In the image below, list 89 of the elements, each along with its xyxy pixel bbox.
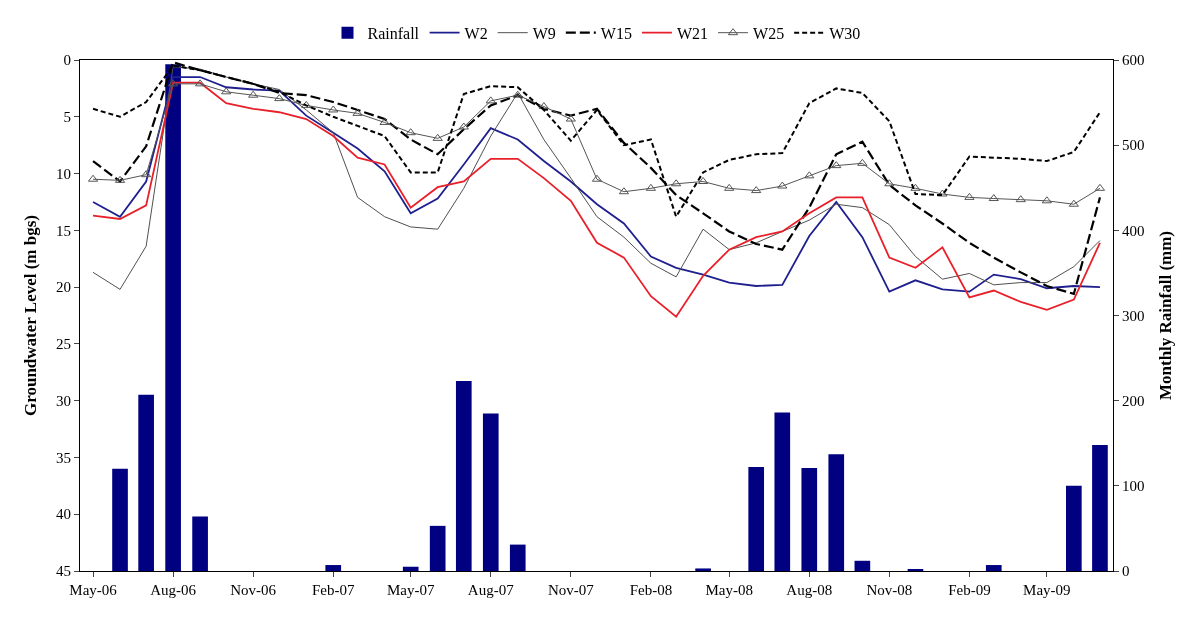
point [988, 194, 999, 202]
y2-axis-title: Monthly Rainfall (mm) [1155, 230, 1175, 401]
point [937, 189, 948, 197]
bar [112, 468, 128, 571]
x-tick-label: May-07 [386, 582, 435, 598]
point [964, 192, 975, 200]
point [512, 90, 523, 98]
y2-tick-label: 400 [1122, 222, 1145, 239]
point [168, 79, 179, 87]
x-tick-label: Feb-08 [629, 582, 673, 598]
bar [165, 64, 181, 571]
legend-label: W15 [600, 24, 632, 42]
legend-label: Rainfall [367, 24, 420, 42]
bar [325, 565, 342, 571]
point [432, 133, 443, 141]
bar [695, 568, 711, 571]
bar [748, 467, 765, 571]
x-tick-label: Aug-08 [786, 582, 833, 598]
point [485, 96, 496, 104]
bar [138, 394, 154, 571]
x-tick-label: Nov-08 [866, 582, 913, 598]
bar [429, 525, 446, 571]
x-tick-label: May-08 [705, 582, 753, 598]
point [352, 108, 363, 116]
y-tick-label: 15 [56, 222, 71, 239]
bar [985, 565, 1002, 571]
x-tick-label: May-09 [1023, 582, 1071, 598]
point [379, 117, 390, 125]
point [724, 183, 735, 191]
point [1041, 196, 1052, 204]
point [777, 181, 788, 189]
bar [455, 381, 472, 571]
point [910, 183, 921, 191]
x-tick-label: Feb-09 [948, 582, 991, 598]
y-tick-label: 0 [63, 52, 71, 69]
legend-label: W9 [532, 24, 556, 42]
x-tick-label: Aug-06 [150, 582, 197, 598]
point [221, 87, 232, 95]
point [565, 114, 576, 122]
point [538, 102, 549, 110]
bar [402, 566, 419, 571]
point [1068, 199, 1079, 207]
x-tick-label: Feb-07 [312, 582, 355, 598]
y-tick-label: 10 [56, 165, 71, 182]
bar [1066, 485, 1082, 571]
bar [192, 516, 208, 571]
point [405, 128, 416, 136]
y-tick-label: 30 [56, 392, 71, 409]
point [328, 105, 339, 113]
y2-tick-label: 600 [1122, 52, 1145, 69]
y-tick-label: 20 [56, 279, 71, 296]
point [804, 171, 815, 179]
point [141, 170, 152, 178]
point [831, 161, 842, 169]
y2-tick-label: 200 [1122, 392, 1145, 409]
bar [482, 413, 499, 571]
point [671, 179, 682, 187]
y2-tick-label: 300 [1122, 307, 1145, 324]
bar [509, 544, 526, 571]
x-tick-label: Nov-07 [547, 582, 595, 598]
x-tick-label: Nov-06 [230, 582, 277, 598]
legend-label: W2 [464, 24, 488, 42]
y-tick-label: 5 [63, 109, 71, 126]
bar [854, 560, 871, 571]
legend-label: W30 [829, 24, 861, 42]
y2-tick-label: 500 [1122, 137, 1145, 154]
y-tick-label: 35 [56, 449, 71, 466]
bar [801, 467, 818, 571]
y-tick-label: 25 [56, 336, 71, 353]
point [274, 94, 285, 102]
legend-label: W21 [676, 24, 709, 42]
point [751, 186, 762, 194]
bar [774, 412, 791, 571]
bar [828, 454, 845, 571]
y2-tick-label: 100 [1122, 478, 1145, 495]
point [301, 100, 312, 108]
x-tick-label: Aug-07 [467, 582, 515, 598]
y2-tick-label: 0 [1122, 563, 1130, 580]
point [1015, 195, 1026, 203]
point [884, 179, 895, 187]
point [248, 90, 259, 98]
point [857, 158, 868, 166]
point [458, 122, 469, 130]
x-tick-label: May-06 [69, 582, 118, 598]
y-tick-label: 40 [56, 506, 71, 523]
legend-label: W25 [753, 24, 785, 42]
y-tick-label: 45 [56, 563, 71, 580]
y-axis-title: Groundwater Level (m bgs) [20, 214, 40, 417]
bar [1092, 444, 1108, 571]
